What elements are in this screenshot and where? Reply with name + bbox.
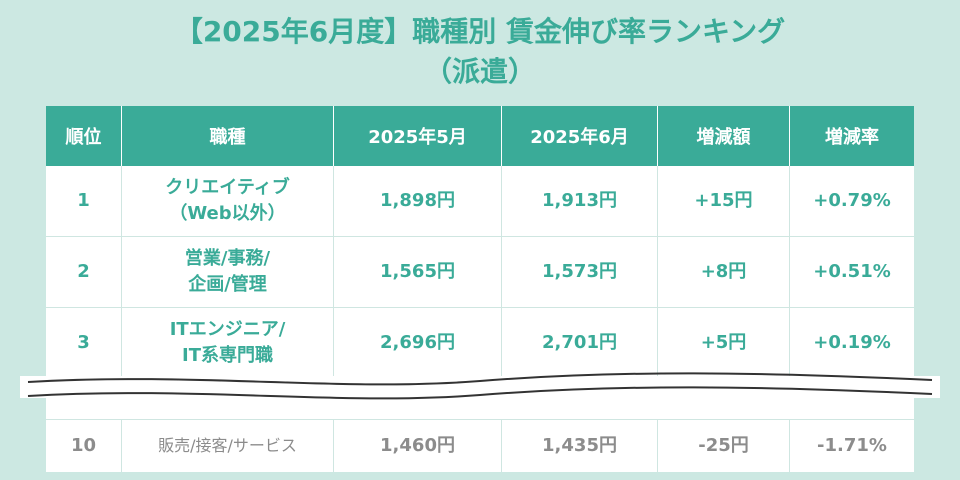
rank-cell: 2 — [46, 237, 122, 307]
rate-cell: +0.79% — [813, 190, 891, 211]
table-row: 10 販売/接客/サービス 1,460円 1,435円 -25円 -1.71% — [46, 419, 914, 472]
job-line-2: 企画/管理 — [188, 274, 267, 295]
rank-cell: 1 — [46, 166, 122, 236]
table-header: 順位 職種 2025年5月 2025年6月 増減額 増減率 — [46, 106, 914, 166]
job-line-1: 営業/事務/ — [184, 248, 271, 269]
omitted-rows-gap — [46, 378, 914, 419]
june-cell: 1,573円 — [502, 237, 658, 307]
header-rate: 増減率 — [825, 127, 879, 148]
rate-cell: -1.71% — [817, 435, 887, 456]
job-line-1: クリエイティブ — [165, 177, 290, 198]
header-diff: 増減額 — [658, 106, 790, 166]
job-line-1: ITエンジニア/ — [169, 319, 286, 340]
header-job: 職種 — [122, 106, 334, 166]
job-cell: 営業/事務/ 企画/管理 — [122, 237, 334, 307]
title-line-1: 【2025年6月度】職種別 賃金伸び率ランキング — [174, 15, 786, 48]
june-cell: 1,913円 — [502, 166, 658, 236]
job-cell: クリエイティブ （Web以外） — [122, 166, 334, 236]
ranking-table: 順位 職種 2025年5月 2025年6月 増減額 増減率 1 クリエイティブ … — [46, 106, 914, 472]
table-row: 1 クリエイティブ （Web以外） 1,898円 1,913円 +15円 +0.… — [46, 166, 914, 236]
may-cell: 1,898円 — [334, 166, 502, 236]
diff-cell: -25円 — [658, 420, 790, 472]
june-cell: 2,701円 — [502, 308, 658, 378]
rank-cell: 3 — [46, 308, 122, 378]
table-row: 2 営業/事務/ 企画/管理 1,565円 1,573円 +8円 +0.51% — [46, 236, 914, 307]
diff-cell: +8円 — [658, 237, 790, 307]
diff-cell: +15円 — [658, 166, 790, 236]
rate-cell: +0.19% — [813, 332, 891, 353]
header-rank: 順位 — [46, 106, 122, 166]
table-row: 3 ITエンジニア/ IT系専門職 2,696円 2,701円 +5円 +0.1… — [46, 307, 914, 378]
diff-cell: +5円 — [658, 308, 790, 378]
may-cell: 2,696円 — [334, 308, 502, 378]
may-cell: 1,565円 — [334, 237, 502, 307]
job-cell: ITエンジニア/ IT系専門職 — [122, 308, 334, 378]
job-line-2: IT系専門職 — [182, 345, 273, 366]
rate-cell: +0.51% — [813, 261, 891, 282]
june-cell: 1,435円 — [502, 420, 658, 472]
header-may: 2025年5月 — [334, 106, 502, 166]
rank-cell: 10 — [46, 420, 122, 472]
job-line-2: （Web以外） — [169, 203, 286, 224]
page-title: 【2025年6月度】職種別 賃金伸び率ランキング （派遣） — [0, 12, 960, 92]
title-line-2: （派遣） — [423, 55, 536, 88]
may-cell: 1,460円 — [334, 420, 502, 472]
job-cell: 販売/接客/サービス — [122, 420, 334, 472]
header-june: 2025年6月 — [502, 106, 658, 166]
